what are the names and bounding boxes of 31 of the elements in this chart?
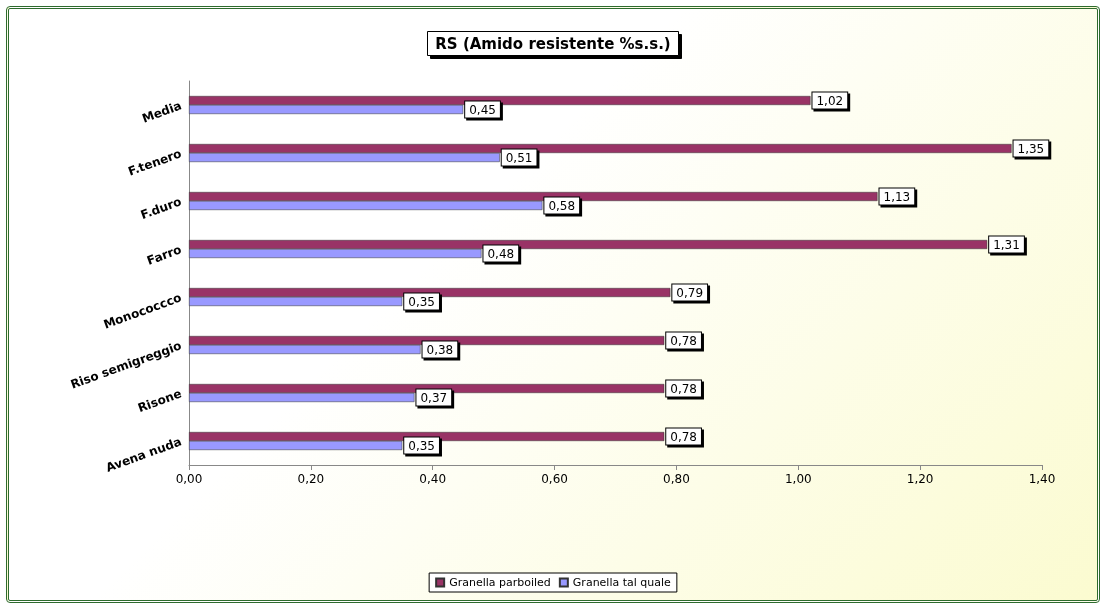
y-tick-label: Avena nuda <box>103 434 184 475</box>
data-label: 0,45 <box>469 102 496 117</box>
data-label: 0,78 <box>670 333 697 348</box>
y-tick-label: Farro <box>145 242 184 268</box>
data-label: 0,58 <box>548 198 576 213</box>
data-label: 0,38 <box>426 342 454 357</box>
x-tick-label: 1,40 <box>1028 472 1056 486</box>
data-label: 0,48 <box>487 246 515 261</box>
x-tick-label: 0,20 <box>297 472 325 486</box>
legend-label: Granella parboiled <box>449 576 551 589</box>
x-tick-label: 0,60 <box>541 472 568 486</box>
data-label: 0,78 <box>670 429 697 444</box>
x-tick-label: 1,00 <box>784 472 812 486</box>
data-label: 1,31 <box>993 237 1020 252</box>
x-tick-label: 0,00 <box>175 472 203 486</box>
legend-label: Granella tal quale <box>572 576 672 589</box>
y-tick-label: Media <box>140 98 184 126</box>
chart-title: RS (Amido resistente %s.s.) <box>435 34 671 53</box>
y-tick-label: F.duro <box>138 194 184 223</box>
data-label: 1,13 <box>883 189 911 204</box>
data-label: 0,35 <box>408 438 435 453</box>
x-tick-label: 1,20 <box>906 472 934 486</box>
data-label: 0,35 <box>408 294 435 309</box>
data-label: 0,78 <box>670 381 697 396</box>
x-tick-label: 0,80 <box>663 472 690 486</box>
data-label: 0,37 <box>420 390 448 405</box>
x-tick-label: 0,40 <box>419 472 447 486</box>
data-label: 0,51 <box>505 150 533 165</box>
data-label: 1,02 <box>816 93 844 108</box>
data-label: 0,79 <box>676 285 704 300</box>
data-label: 1,35 <box>1017 141 1045 156</box>
